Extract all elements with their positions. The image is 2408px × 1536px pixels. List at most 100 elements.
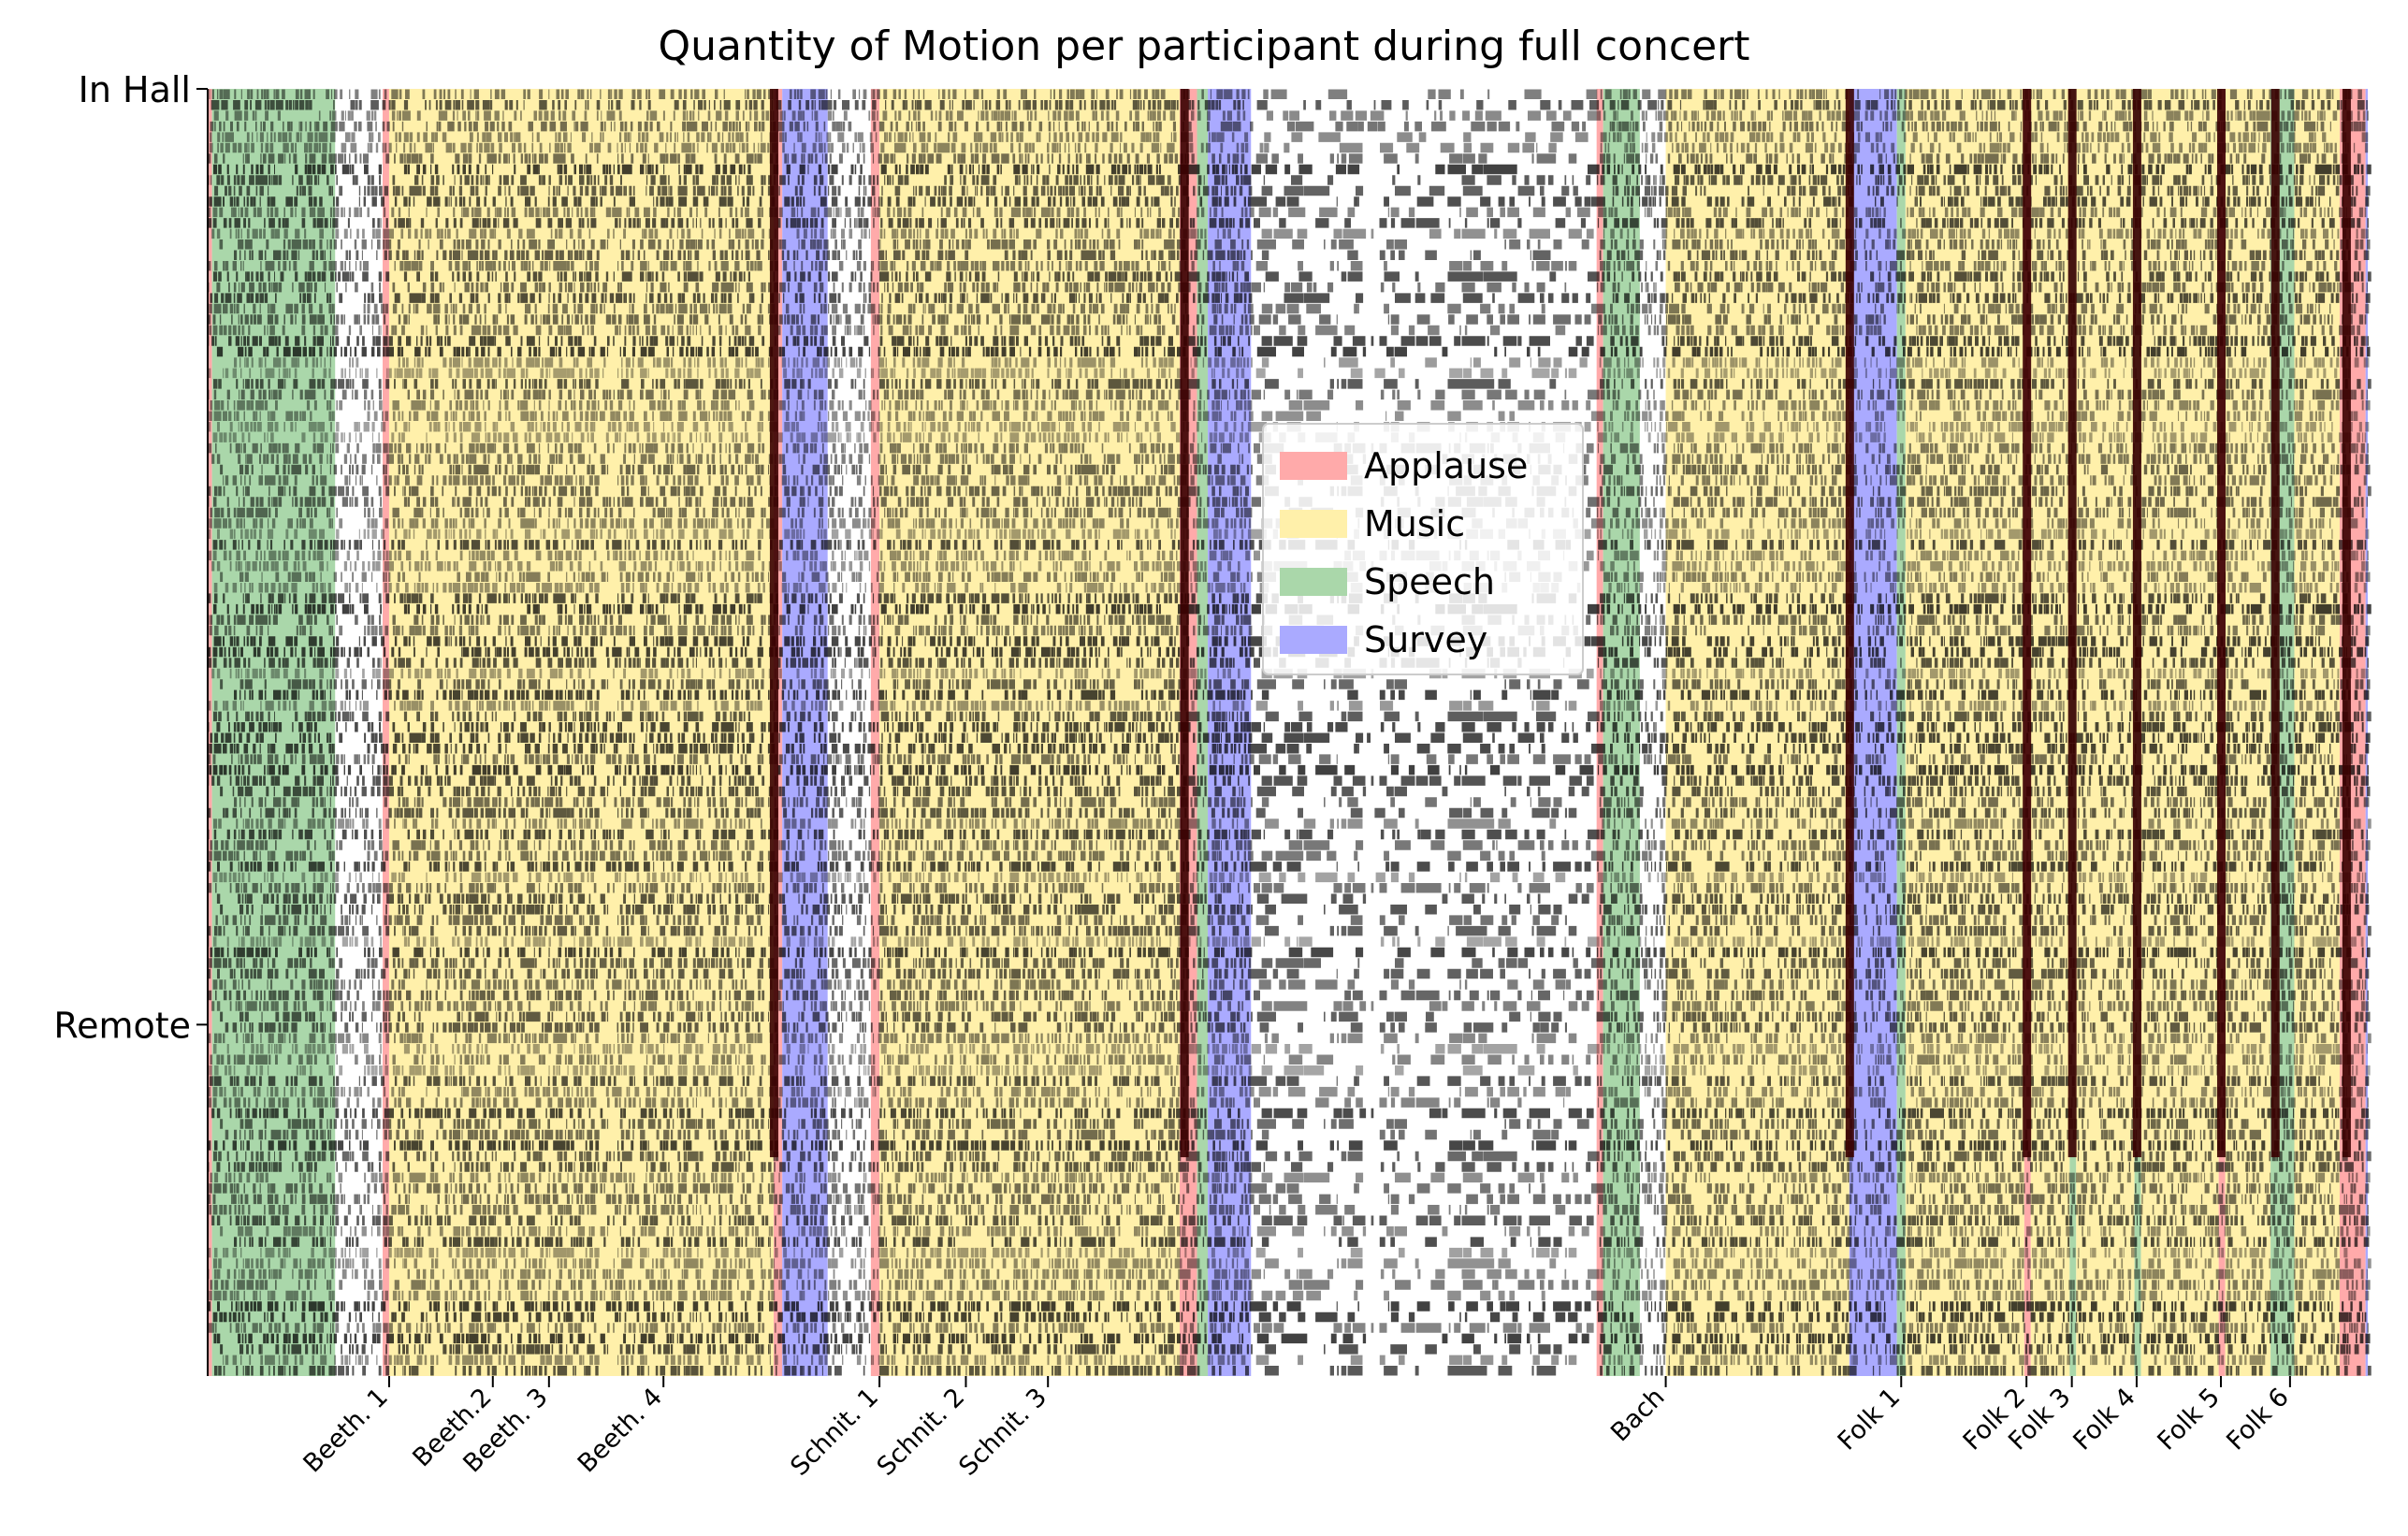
segment-music-7 bbox=[879, 89, 1181, 1376]
x-tick-label: Folk 4 bbox=[2067, 1383, 2140, 1456]
motion-row bbox=[220, 679, 2371, 689]
segment-survey-10 bbox=[1208, 89, 1252, 1376]
motion-row bbox=[210, 840, 2371, 850]
motion-row bbox=[208, 615, 2364, 625]
motion-row bbox=[208, 175, 2364, 185]
motion-row bbox=[213, 1333, 2371, 1344]
motion-row bbox=[210, 100, 2368, 110]
motion-row bbox=[208, 646, 2367, 658]
motion-row bbox=[220, 464, 2371, 475]
motion-row bbox=[208, 389, 2368, 400]
motion-row bbox=[210, 1280, 2371, 1290]
motion-row bbox=[209, 1076, 2370, 1086]
x-tick-label: Folk 1 bbox=[1833, 1383, 1906, 1456]
applause-motion-column bbox=[2067, 89, 2077, 1158]
x-tick-label: Folk 6 bbox=[2221, 1383, 2294, 1456]
motion-row bbox=[209, 1290, 2370, 1301]
motion-row bbox=[209, 325, 2360, 336]
plot-area bbox=[208, 89, 2372, 1376]
motion-row bbox=[211, 1108, 2369, 1119]
motion-row bbox=[213, 1258, 2372, 1268]
motion-row bbox=[220, 1119, 2371, 1129]
x-tick-label: Schnit. 2 bbox=[872, 1383, 971, 1482]
motion-row bbox=[234, 250, 2370, 260]
motion-row bbox=[209, 850, 2370, 862]
motion-row bbox=[210, 947, 2371, 958]
motion-row bbox=[213, 819, 2372, 829]
motion-row bbox=[210, 293, 2371, 303]
segment-music-18 bbox=[2030, 89, 2070, 1376]
segment-music-13 bbox=[1665, 89, 1850, 1376]
motion-row bbox=[211, 228, 2369, 239]
motion-row bbox=[208, 442, 2369, 454]
motion-row bbox=[220, 572, 2371, 582]
motion-row bbox=[213, 711, 2372, 722]
motion-row bbox=[220, 1226, 2371, 1237]
motion-row bbox=[211, 1215, 2369, 1225]
x-tick-label: Beeth. 1 bbox=[298, 1383, 394, 1478]
motion-row bbox=[208, 1247, 2348, 1258]
motion-row bbox=[208, 1162, 2364, 1172]
motion-row bbox=[225, 1129, 2369, 1140]
motion-row bbox=[234, 689, 2370, 701]
motion-row bbox=[208, 593, 2361, 603]
legend-label-survey: Survey bbox=[1364, 619, 1487, 660]
y-tick-label: In Hall bbox=[79, 69, 191, 110]
segment-music-16 bbox=[1905, 89, 2024, 1376]
motion-row bbox=[215, 915, 2367, 925]
motion-row bbox=[213, 164, 2372, 175]
motion-row bbox=[216, 346, 2371, 357]
y-tick-label: Remote bbox=[53, 1005, 191, 1046]
x-tick-label: Beeth. 4 bbox=[573, 1383, 668, 1478]
segment-music-22 bbox=[2140, 89, 2219, 1376]
applause-motion-column bbox=[2216, 89, 2226, 1158]
applause-motion-column bbox=[769, 89, 778, 1158]
legend-swatch-speech bbox=[1280, 568, 1347, 596]
applause-motion-column bbox=[2270, 89, 2280, 1158]
motion-row bbox=[209, 303, 2370, 314]
motion-row bbox=[209, 1205, 2369, 1215]
motion-row bbox=[213, 271, 2372, 282]
motion-row bbox=[212, 1311, 2367, 1323]
applause-motion-column bbox=[2132, 89, 2141, 1158]
motion-row bbox=[210, 132, 2369, 142]
motion-row bbox=[234, 797, 2370, 807]
x-tick-label: Schnit. 3 bbox=[953, 1383, 1052, 1482]
motion-row bbox=[208, 1086, 2367, 1097]
y-axis: In Hall Remote bbox=[53, 69, 209, 1376]
motion-row bbox=[208, 1268, 2368, 1280]
segment-survey-14 bbox=[1849, 89, 1897, 1376]
chart-title: Quantity of Motion per participant durin… bbox=[659, 22, 1750, 70]
legend-swatch-applause bbox=[1280, 452, 1347, 480]
motion-row bbox=[208, 936, 2368, 947]
motion-row bbox=[208, 218, 2369, 228]
motion-row bbox=[212, 872, 2367, 883]
x-tick-label: Folk 5 bbox=[2152, 1383, 2225, 1456]
motion-row bbox=[208, 1140, 2361, 1151]
applause-motion-column bbox=[2342, 89, 2351, 1158]
motion-row bbox=[210, 1054, 2364, 1065]
motion-row bbox=[208, 1323, 2369, 1333]
motion-row bbox=[208, 1301, 2362, 1311]
motion-row bbox=[208, 829, 2368, 840]
motion-row bbox=[209, 744, 2370, 754]
motion-row bbox=[219, 239, 2371, 250]
segment-speech-1 bbox=[211, 89, 336, 1376]
motion-row bbox=[209, 411, 2358, 421]
legend-swatch-music bbox=[1280, 510, 1347, 538]
motion-row bbox=[209, 764, 2369, 775]
motion-row bbox=[208, 314, 2367, 325]
motion-row bbox=[213, 379, 2372, 389]
motion-row bbox=[223, 475, 2367, 485]
segment-survey-5 bbox=[782, 89, 828, 1376]
motion-row bbox=[211, 1001, 2369, 1011]
segment-music-3 bbox=[388, 89, 774, 1376]
motion-row bbox=[208, 1033, 2372, 1044]
x-tick-label: Bach bbox=[1605, 1383, 1670, 1447]
x-tick-label: Schnit. 1 bbox=[785, 1383, 884, 1482]
segment-survey-28 bbox=[2365, 89, 2368, 1376]
segment-music-24 bbox=[2225, 89, 2271, 1376]
legend-label-music: Music bbox=[1364, 503, 1465, 544]
motion-row bbox=[212, 979, 2367, 990]
